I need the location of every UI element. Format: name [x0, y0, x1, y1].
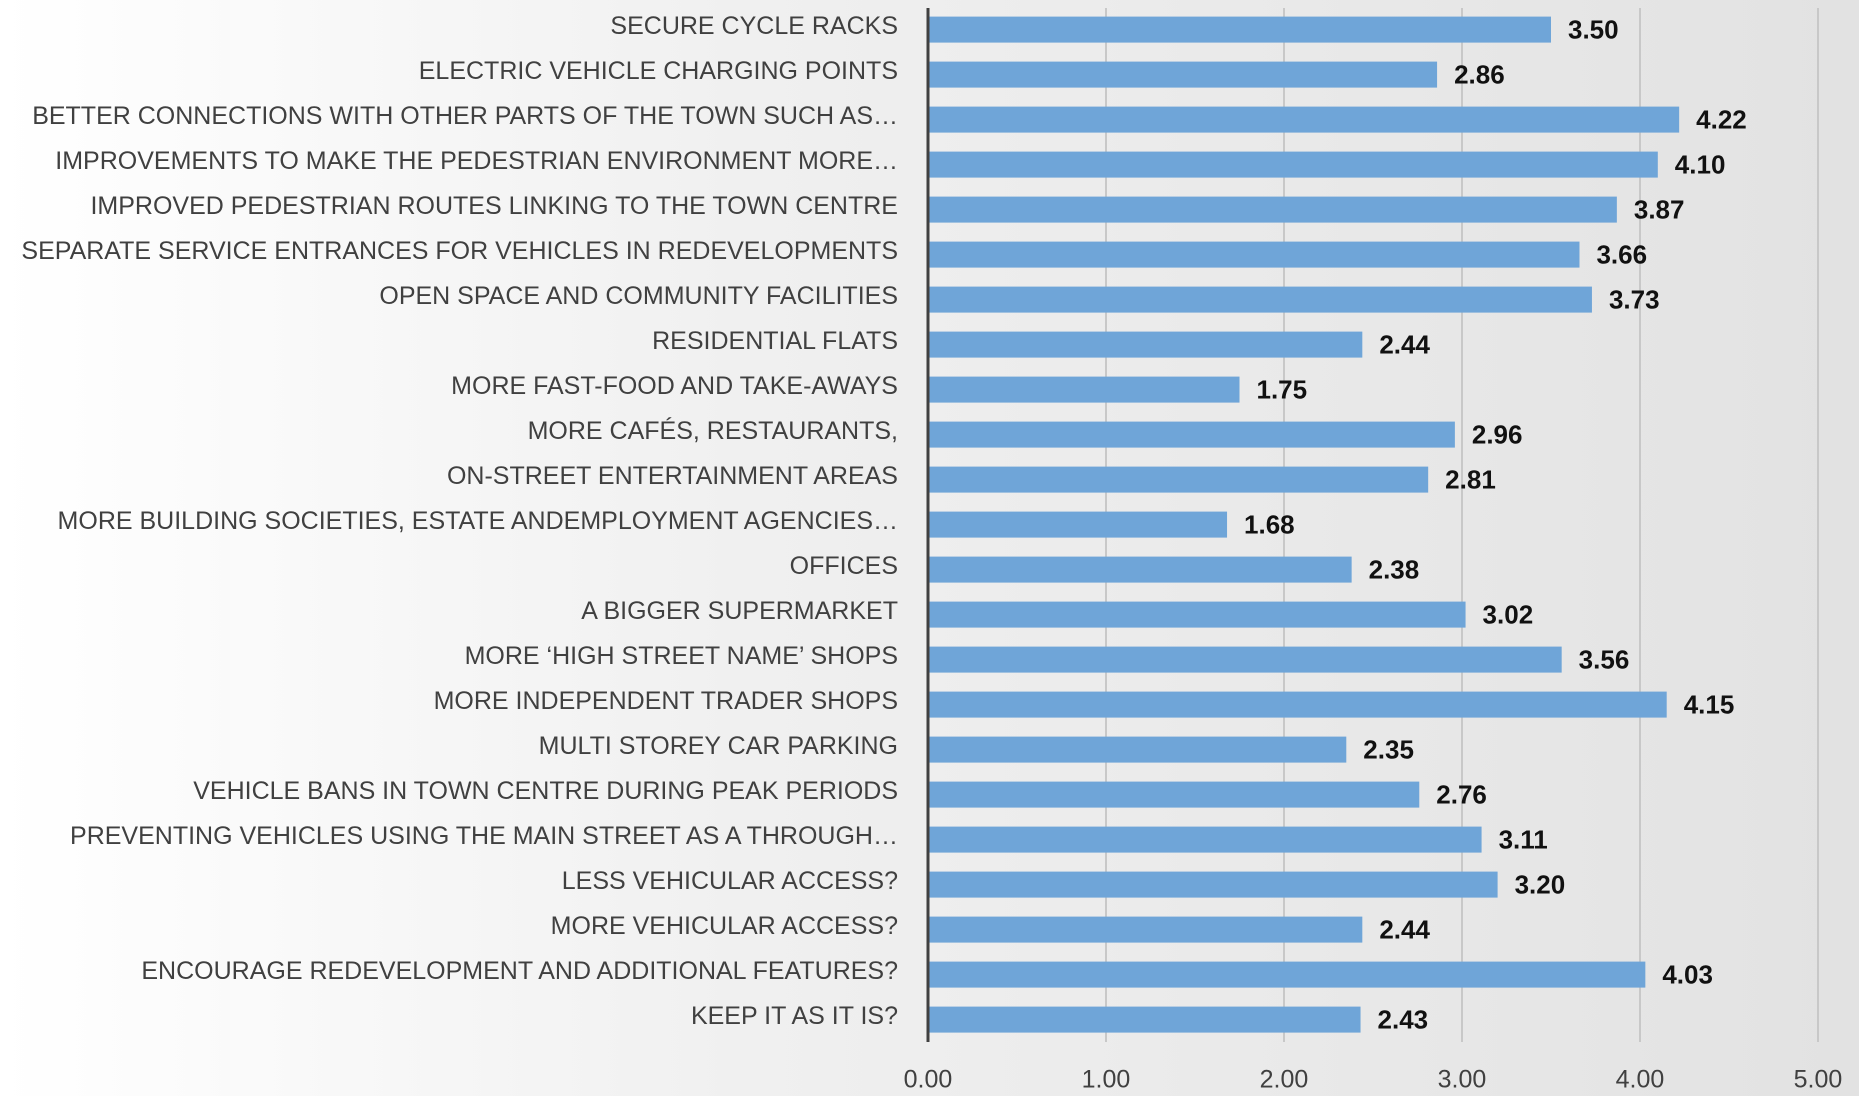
- data-label: 3.20: [1515, 869, 1566, 899]
- y-tick-label: RESIDENTIAL FLATS: [652, 327, 898, 355]
- data-label: 3.11: [1499, 824, 1548, 854]
- bar: [928, 511, 1228, 538]
- data-label: 3.02: [1483, 599, 1534, 629]
- bar: [928, 916, 1363, 943]
- data-label: 3.50: [1568, 14, 1619, 44]
- y-tick-label: MORE ‘HIGH STREET NAME’ SHOPS: [465, 642, 898, 670]
- y-tick-label: A BIGGER SUPERMARKET: [581, 597, 898, 625]
- bar: [928, 331, 1363, 358]
- y-tick-label: SECURE CYCLE RACKS: [610, 12, 898, 40]
- x-tick-label: 0.00: [904, 1066, 953, 1094]
- bar: [928, 421, 1455, 448]
- y-tick-label: LESS VEHICULAR ACCESS?: [562, 867, 898, 895]
- data-label: 2.76: [1436, 779, 1487, 809]
- bar: [928, 61, 1438, 88]
- bar: [928, 16, 1551, 43]
- data-label: 3.87: [1634, 194, 1685, 224]
- y-tick-label: VEHICLE BANS IN TOWN CENTRE DURING PEAK …: [193, 777, 898, 805]
- data-label: 1.68: [1244, 509, 1295, 539]
- bar: [928, 691, 1667, 718]
- data-label: 4.22: [1696, 104, 1747, 134]
- x-tick-label: 4.00: [1616, 1066, 1665, 1094]
- data-label: 2.43: [1378, 1004, 1429, 1034]
- y-tick-label: BETTER CONNECTIONS WITH OTHER PARTS OF T…: [32, 102, 898, 130]
- data-label: 4.15: [1684, 689, 1735, 719]
- bar: [928, 556, 1352, 583]
- bar: [928, 286, 1592, 313]
- bar: [928, 871, 1498, 898]
- x-tick-label: 2.00: [1260, 1066, 1309, 1094]
- bar: [928, 601, 1466, 628]
- data-label: 2.86: [1454, 59, 1505, 89]
- bar: [928, 781, 1420, 808]
- y-tick-label: ELECTRIC VEHICLE CHARGING POINTS: [419, 57, 898, 85]
- x-tick-label: 5.00: [1794, 1066, 1843, 1094]
- y-tick-label: MORE BUILDING SOCIETIES, ESTATE ANDEMPLO…: [58, 507, 898, 535]
- data-label: 2.96: [1472, 419, 1523, 449]
- y-tick-label: ENCOURAGE REDEVELOPMENT AND ADDITIONAL F…: [141, 957, 898, 985]
- y-tick-label: SEPARATE SERVICE ENTRANCES FOR VEHICLES …: [21, 237, 898, 265]
- y-tick-label: OPEN SPACE AND COMMUNITY FACILITIES: [379, 282, 898, 310]
- y-tick-label: MORE VEHICULAR ACCESS?: [551, 912, 898, 940]
- bar: [928, 241, 1580, 268]
- x-tick-label: 3.00: [1438, 1066, 1487, 1094]
- bar: [928, 196, 1617, 223]
- data-label: 3.73: [1609, 284, 1660, 314]
- data-label: 2.81: [1445, 464, 1496, 494]
- bar: [928, 466, 1429, 493]
- bar: [928, 1006, 1361, 1033]
- bar: [928, 106, 1680, 133]
- data-label: 4.10: [1675, 149, 1726, 179]
- y-tick-label: MULTI STOREY CAR PARKING: [539, 732, 898, 760]
- y-tick-label: MORE INDEPENDENT TRADER SHOPS: [434, 687, 898, 715]
- data-label: 2.38: [1369, 554, 1420, 584]
- data-label: 3.66: [1596, 239, 1647, 269]
- data-label: 4.03: [1662, 959, 1713, 989]
- bar: [928, 961, 1646, 988]
- data-label: 2.35: [1363, 734, 1414, 764]
- x-tick-label: 1.00: [1082, 1066, 1131, 1094]
- data-label: 1.75: [1257, 374, 1308, 404]
- data-label: 3.56: [1579, 644, 1630, 674]
- bar: [928, 151, 1658, 178]
- y-tick-label: MORE CAFÉS, RESTAURANTS,: [528, 416, 898, 445]
- bar: [928, 826, 1482, 853]
- data-label: 2.44: [1379, 914, 1430, 944]
- y-tick-label: KEEP IT AS IT IS?: [691, 1002, 898, 1030]
- y-tick-label: PREVENTING VEHICLES USING THE MAIN STREE…: [70, 822, 898, 850]
- y-tick-label: OFFICES: [790, 552, 898, 580]
- y-tick-label: MORE FAST-FOOD AND TAKE-AWAYS: [451, 372, 898, 400]
- data-label: 2.44: [1379, 329, 1430, 359]
- y-tick-label: ON-STREET ENTERTAINMENT AREAS: [447, 462, 898, 490]
- y-tick-label: IMPROVEMENTS TO MAKE THE PEDESTRIAN ENVI…: [55, 147, 898, 175]
- bar: [928, 736, 1347, 763]
- y-tick-label: IMPROVED PEDESTRIAN ROUTES LINKING TO TH…: [90, 192, 898, 220]
- bar: [928, 646, 1562, 673]
- bar: [928, 376, 1240, 403]
